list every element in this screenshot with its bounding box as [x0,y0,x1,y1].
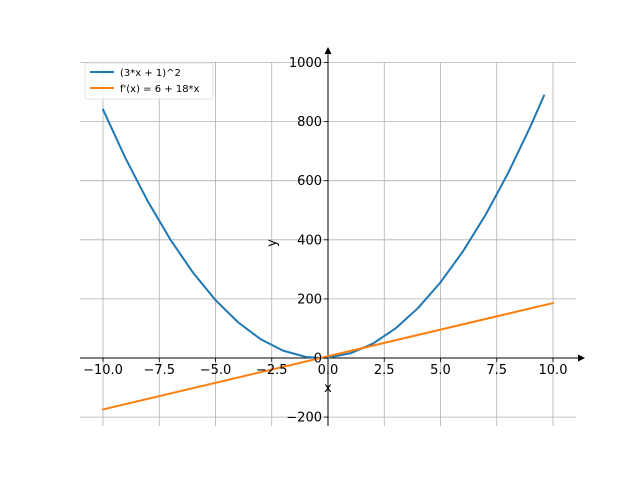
y-tick-label: 1000 [289,56,322,71]
series-line-1 [102,94,545,359]
tick-labels: −10.0 −7.5 −5.0 −2.5 0.0 2.5 5.0 7.5 10.0 −200 0 20… [83,56,567,426]
x-tick-label: −2.5 [256,363,288,378]
series-line-2 [102,302,554,411]
legend-label-series-1: (3*x + 1)^2 [120,68,181,79]
legend-box [84,62,214,100]
y-tick-label: −200 [286,411,322,426]
axes [80,47,585,426]
y-tick-label: 600 [297,174,322,189]
legend-label-series-2: f'(x) = 6 + 18*x [120,84,200,95]
x-tick-label: 5.0 [430,363,451,378]
x-axis-label: x [324,381,332,396]
y-axis-label: y [265,239,280,247]
y-axis-arrow [324,47,332,54]
x-tick-label: 10.0 [539,363,568,378]
y-tick-label: 800 [297,115,322,130]
x-tick-label: −5.0 [200,363,232,378]
legend: (3*x + 1)^2 f'(x) = 6 + 18*x [84,62,214,100]
x-axis-arrow [578,354,585,362]
y-tick-label: 0 [314,352,322,367]
x-tick-label: −10.0 [83,363,123,378]
y-tick-label: 200 [297,292,322,307]
x-tick-label: −7.5 [143,363,175,378]
x-tick-label: 7.5 [486,363,507,378]
x-tick-label: 2.5 [374,363,395,378]
y-tick-label: 400 [297,233,322,248]
x-tick-label: 0.0 [318,363,339,378]
